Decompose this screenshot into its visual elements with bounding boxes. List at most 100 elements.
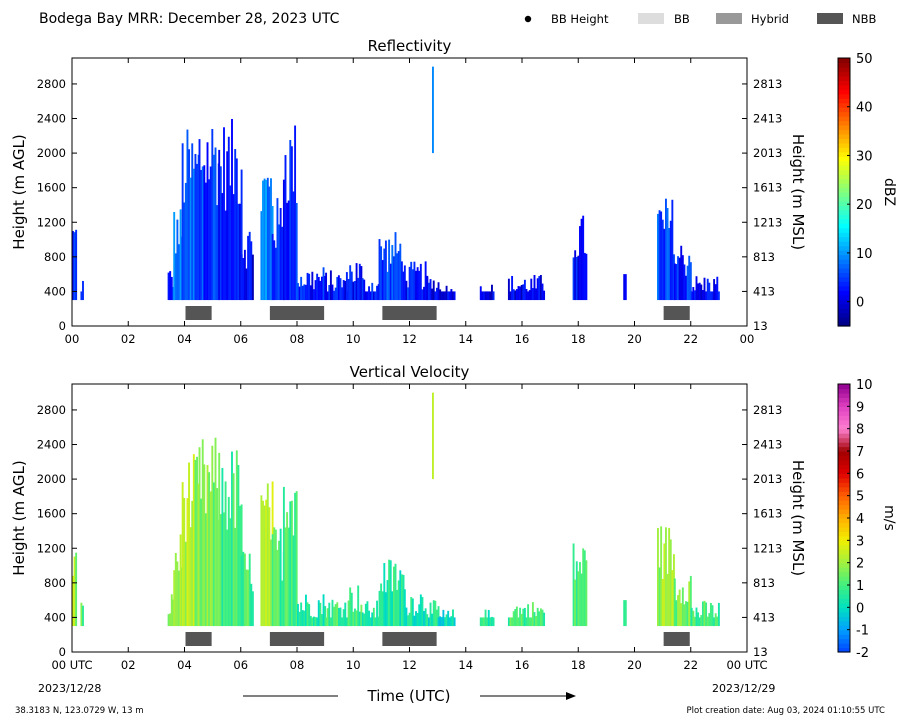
data-column [479,617,482,627]
data-column [369,291,372,301]
data-column [481,291,484,301]
data-column [431,288,434,301]
data-column [298,611,301,627]
data-column [580,218,583,301]
data-column [582,215,585,301]
data-column [623,600,626,627]
data-column [295,202,298,301]
colorbar-segment [838,232,850,238]
colorbar-segment [838,607,850,613]
colorbar-segment [838,196,850,202]
data-column [265,179,268,301]
data-column [697,612,700,627]
data-column [243,553,246,627]
y-tick-label: 2000 [37,472,66,486]
data-column [270,178,272,301]
x-tick-label: 00 [65,332,80,346]
x-tick-label: 00 UTC [51,658,92,672]
data-column [671,570,674,627]
data-column [386,580,389,627]
data-column [705,291,708,301]
data-column [400,261,403,301]
data-column [376,285,378,301]
data-column [235,158,238,301]
colorbar-segment [838,424,850,430]
data-column [683,604,686,627]
data-column [247,569,250,627]
colorbar-segment [838,98,850,104]
data-column [678,589,681,627]
data-column [517,286,520,301]
data-column [403,589,406,627]
colorbar-segment [838,125,850,131]
colorbar-segment [838,634,850,640]
colorbar-segment [838,142,850,148]
data-column [282,179,285,301]
data-column [341,287,344,301]
data-column [242,551,245,627]
data-column [511,275,514,301]
colorbar-segment [838,384,850,390]
location-text: 38.3183 N, 123.0729 W, 13 m [15,706,143,716]
data-column [378,239,381,301]
colorbar-segment [838,415,850,421]
data-column [73,556,76,627]
data-column [80,291,83,301]
data-column [303,284,306,301]
colorbar-segment [838,272,850,278]
nbb-marker [382,306,437,320]
data-column [206,142,209,301]
data-column [574,579,577,627]
data-column [189,177,192,301]
data-column [292,191,295,301]
data-column [448,617,451,627]
legend-label: Hybrid [751,12,789,26]
y-tick-label-right: 413 [753,610,775,624]
data-column [413,261,416,301]
data-column [314,617,317,627]
colorbar-segment [838,259,850,265]
x-tick-label: 18 [571,332,586,346]
colorbar-segment [838,160,850,166]
data-column [709,291,712,301]
colorbar-segment [838,303,850,309]
colorbar-segment [838,156,850,162]
data-column [212,154,215,301]
data-column [623,274,626,301]
legend-label: NBB [852,12,876,26]
data-column [397,580,400,627]
x-tick-label: 20 [627,658,642,672]
data-column [579,226,581,301]
data-column [192,454,195,627]
data-column [278,540,280,627]
data-column [344,280,347,301]
legend: BB Height BB Hybrid NBB [524,12,876,26]
colorbar-segment [838,495,850,501]
colorbar-segment [838,281,850,287]
data-column [336,602,339,627]
data-column [336,276,339,301]
colorbar-segment [838,401,850,407]
data-column [585,560,588,627]
data-column [511,617,514,627]
data-column [245,569,248,627]
data-column [268,507,271,627]
legend-swatch [716,13,742,24]
y-tick-label-right: 813 [753,250,775,264]
data-column [273,240,276,301]
colorbar-segment [838,459,850,465]
colorbar-tick-label: 7 [856,445,864,460]
colorbar-tick-label: 5 [856,490,864,505]
colorbar-tick-label: -1 [856,624,869,639]
legend-swatch [817,13,843,24]
y-tick-label: 2400 [37,438,66,452]
data-column [669,220,672,301]
creation-date: Plot creation date: Aug 03, 2024 01:10:5… [687,706,886,716]
data-column [281,226,284,301]
data-column [369,617,372,627]
colorbar-segment [838,518,850,524]
data-column [429,602,432,627]
data-column [657,527,659,627]
data-column [434,291,437,301]
